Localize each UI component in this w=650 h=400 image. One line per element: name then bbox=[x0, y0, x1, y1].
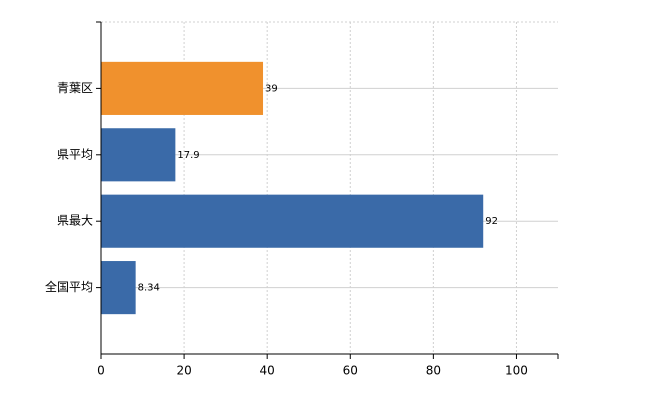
bar bbox=[101, 194, 484, 248]
bar bbox=[101, 261, 136, 315]
x-tick-label: 40 bbox=[260, 364, 275, 378]
y-tick-label: 全国平均 bbox=[45, 279, 93, 294]
value-label: 17.9 bbox=[177, 150, 199, 161]
bar bbox=[101, 61, 264, 115]
y-tick-label: 県最大 bbox=[57, 214, 93, 228]
y-tick-label: 県平均 bbox=[57, 147, 93, 161]
x-tick-label: 0 bbox=[97, 364, 105, 378]
x-tick-label: 20 bbox=[176, 364, 191, 378]
bar bbox=[101, 128, 176, 182]
x-tick-label: 100 bbox=[505, 364, 528, 378]
x-tick-label: 60 bbox=[343, 364, 358, 378]
x-tick-label: 80 bbox=[426, 364, 441, 378]
value-label: 8.34 bbox=[138, 283, 160, 294]
y-tick-label: 青葉区 bbox=[57, 81, 93, 95]
value-label: 39 bbox=[265, 83, 278, 94]
value-label: 92 bbox=[485, 216, 498, 227]
